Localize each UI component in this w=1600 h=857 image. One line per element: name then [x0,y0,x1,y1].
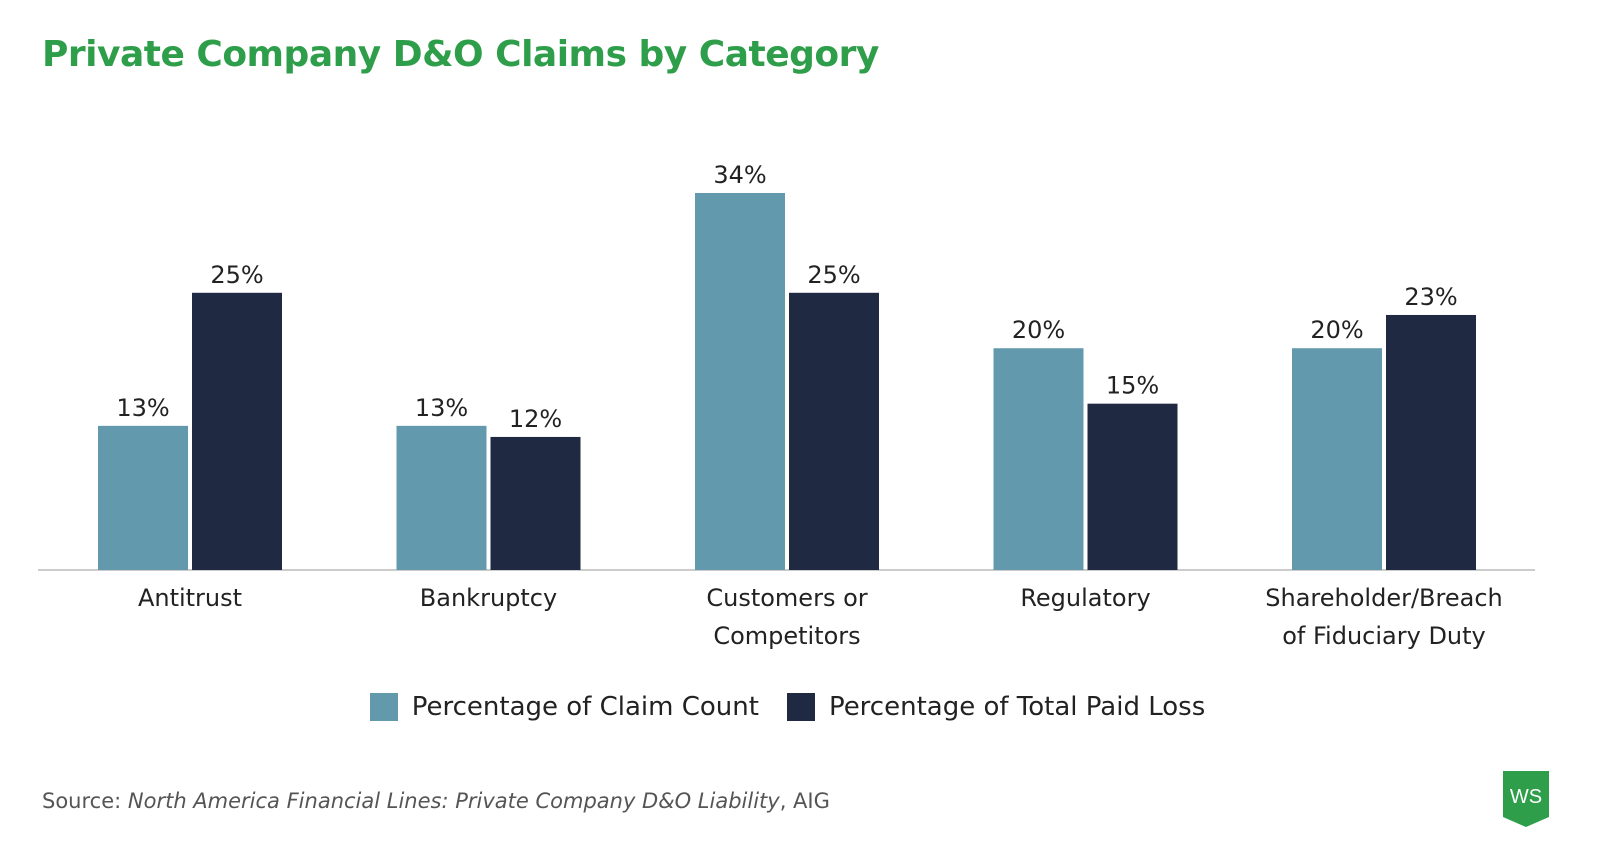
bar [192,292,282,570]
bar-chart: 13% 25% Antitrust 13% 12% Bankruptcy 34% 25% Cus… [38,161,1535,650]
category-label: Shareholder/Breach [1265,584,1502,612]
category-label: Customers or [706,584,867,612]
source-note: Source: North America Financial Lines: P… [42,789,830,813]
source-suffix: , AIG [779,789,830,813]
bar [1087,403,1178,570]
source-publication: North America Financial Lines: Private C… [127,789,780,813]
svg-text:WS: WS [1510,786,1542,808]
category-label: of Fiduciary Duty [1282,622,1486,650]
legend-label: Percentage of Claim Count [411,692,759,722]
bar [1386,314,1476,570]
bar [789,292,879,570]
data-label: 25% [210,261,263,289]
data-label: 25% [807,261,860,289]
category-label: Regulatory [1020,584,1150,612]
ws-logo: WS [1503,771,1549,827]
data-label: 13% [116,394,169,422]
source-prefix: Source: [42,789,128,813]
bar [396,425,487,570]
legend-item: Percentage of Claim Count [369,692,759,722]
data-label: 13% [415,394,468,422]
data-label: 12% [509,405,562,433]
data-label: 15% [1106,372,1159,400]
bar [695,193,785,570]
legend-label: Percentage of Total Paid Loss [828,692,1206,722]
category-label: Antitrust [138,584,242,612]
bar [993,348,1084,570]
data-label: 20% [1012,316,1065,344]
data-label: 34% [713,161,766,189]
legend-item: Percentage of Total Paid Loss [786,692,1206,722]
category-label: Competitors [713,622,860,650]
legend-swatch [786,693,815,721]
legend-swatch [369,693,398,721]
category-label: Bankruptcy [420,584,557,612]
data-label: 23% [1404,283,1457,311]
legend: Percentage of Claim Count Percentage of T… [0,692,1575,722]
data-label: 20% [1310,316,1363,344]
chart-title: Private Company D&O Claims by Category [42,34,879,75]
bar [98,425,188,570]
bar [490,436,581,570]
bar [1292,348,1382,570]
